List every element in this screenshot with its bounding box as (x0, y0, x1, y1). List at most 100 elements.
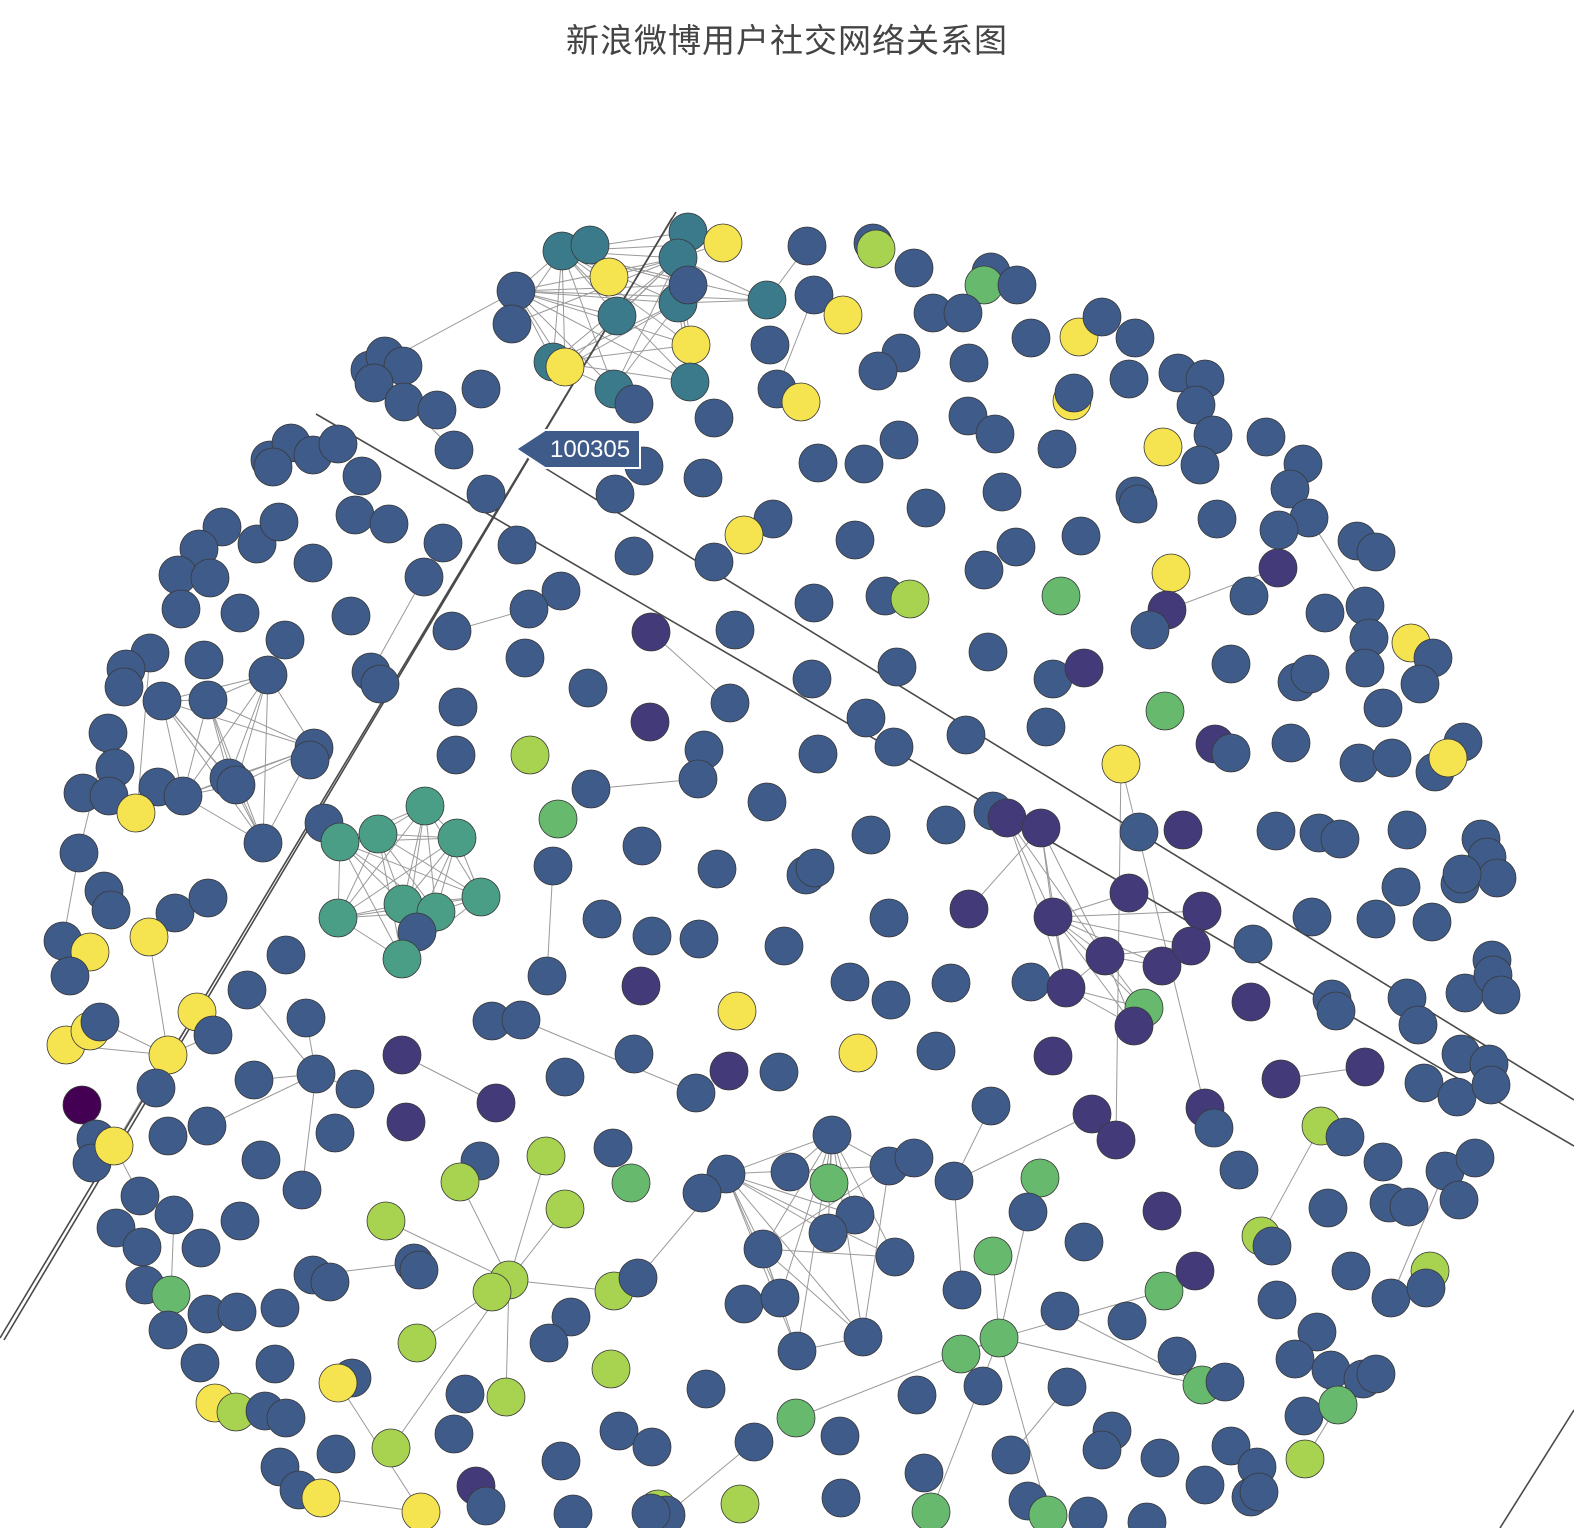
graph-node[interactable] (1275, 1339, 1315, 1379)
graph-node[interactable] (461, 369, 501, 409)
graph-node[interactable] (1157, 1336, 1197, 1376)
graph-node[interactable] (501, 1000, 541, 1040)
graph-node[interactable] (80, 1002, 120, 1042)
graph-node[interactable] (1356, 899, 1396, 939)
graph-node[interactable] (301, 1478, 341, 1518)
graph-node[interactable] (759, 1052, 799, 1092)
graph-node[interactable] (1261, 1059, 1301, 1099)
graph-node[interactable] (315, 1113, 355, 1153)
graph-node[interactable] (1142, 1191, 1182, 1231)
graph-node[interactable] (335, 495, 375, 535)
graph-node[interactable] (1211, 1426, 1251, 1466)
graph-node[interactable] (614, 384, 654, 424)
graph-node[interactable] (795, 848, 835, 888)
graph-node[interactable] (122, 1227, 162, 1267)
graph-node[interactable] (1140, 1438, 1180, 1478)
graph-node[interactable] (1363, 688, 1403, 728)
graph-node[interactable] (694, 398, 734, 438)
graph-node[interactable] (188, 878, 228, 918)
graph-node[interactable] (1239, 1472, 1279, 1512)
graph-node[interactable] (187, 1106, 227, 1146)
graph-node[interactable] (386, 1102, 426, 1142)
graph-node[interactable] (497, 525, 537, 565)
graph-node[interactable] (1151, 553, 1191, 593)
graph-node[interactable] (734, 1422, 774, 1462)
graph-node[interactable] (1085, 936, 1125, 976)
graph-node[interactable] (631, 612, 671, 652)
graph-node[interactable] (869, 898, 909, 938)
graph-node[interactable] (266, 1398, 306, 1438)
graph-node[interactable] (676, 1073, 716, 1113)
graph-node[interactable] (682, 1173, 722, 1213)
graph-node[interactable] (632, 916, 672, 956)
graph-node[interactable] (1114, 1006, 1154, 1046)
graph-node[interactable] (241, 1140, 281, 1180)
graph-node[interactable] (342, 456, 382, 496)
graph-node[interactable] (838, 1033, 878, 1073)
graph-node[interactable] (1381, 867, 1421, 907)
graph-node[interactable] (618, 1258, 658, 1298)
graph-node[interactable] (808, 1213, 848, 1253)
graph-node[interactable] (1284, 1396, 1324, 1436)
graph-node[interactable] (148, 1116, 188, 1156)
graph-node[interactable] (423, 523, 463, 563)
graph-node[interactable] (597, 296, 637, 336)
graph-node[interactable] (551, 1297, 591, 1337)
graph-node[interactable] (1115, 318, 1155, 358)
graph-node[interactable] (1021, 808, 1061, 848)
graph-node[interactable] (1316, 991, 1356, 1031)
graph-node[interactable] (792, 659, 832, 699)
graph-node[interactable] (243, 823, 283, 863)
graph-node[interactable] (1096, 1120, 1136, 1160)
graph-node[interactable] (190, 558, 230, 598)
graph-node[interactable] (1144, 1271, 1184, 1311)
graph-node[interactable] (1054, 373, 1094, 413)
graph-node[interactable] (541, 1441, 581, 1481)
graph-node[interactable] (545, 1189, 585, 1229)
graph-node[interactable] (1442, 854, 1482, 894)
graph-node[interactable] (1290, 654, 1330, 694)
graph-node[interactable] (987, 798, 1027, 838)
graph-node[interactable] (1182, 891, 1222, 931)
graph-node[interactable] (570, 225, 610, 265)
graph-node[interactable] (582, 899, 622, 939)
graph-node[interactable] (492, 304, 532, 344)
graph-node[interactable] (942, 1270, 982, 1310)
graph-node[interactable] (614, 1034, 654, 1074)
graph-node[interactable] (1101, 744, 1141, 784)
graph-node[interactable] (630, 702, 670, 742)
graph-node[interactable] (1211, 644, 1251, 684)
graph-node[interactable] (227, 970, 267, 1010)
graph-node[interactable] (770, 1152, 810, 1192)
graph-node[interactable] (717, 991, 757, 1031)
graph-node[interactable] (1119, 812, 1159, 852)
graph-node[interactable] (538, 799, 578, 839)
graph-node[interactable] (1127, 1502, 1167, 1528)
graph-node[interactable] (318, 898, 358, 938)
graph-node[interactable] (1020, 1158, 1060, 1198)
graph-node[interactable] (631, 1493, 671, 1528)
graph-node[interactable] (62, 1085, 102, 1125)
graph-node[interactable] (358, 814, 398, 854)
graph-node[interactable] (781, 382, 821, 422)
graph-node[interactable] (220, 593, 260, 633)
graph-node[interactable] (812, 1115, 852, 1155)
graph-node[interactable] (1219, 1150, 1259, 1190)
graph-node[interactable] (1197, 499, 1237, 539)
graph-node[interactable] (120, 1176, 160, 1216)
graph-node[interactable] (318, 424, 358, 464)
graph-node[interactable] (1331, 1251, 1371, 1291)
graph-node[interactable] (1033, 1036, 1073, 1076)
graph-node[interactable] (136, 1068, 176, 1108)
graph-node[interactable] (595, 474, 635, 514)
graph-node[interactable] (1339, 743, 1379, 783)
graph-node[interactable] (1387, 810, 1427, 850)
graph-node[interactable] (760, 1278, 800, 1318)
graph-node[interactable] (1185, 1465, 1225, 1505)
graph-node[interactable] (545, 1057, 585, 1097)
graph-node[interactable] (835, 520, 875, 560)
graph-node[interactable] (1285, 1439, 1325, 1479)
graph-node[interactable] (1145, 691, 1185, 731)
graph-node[interactable] (879, 420, 919, 460)
graph-node[interactable] (335, 1069, 375, 1109)
